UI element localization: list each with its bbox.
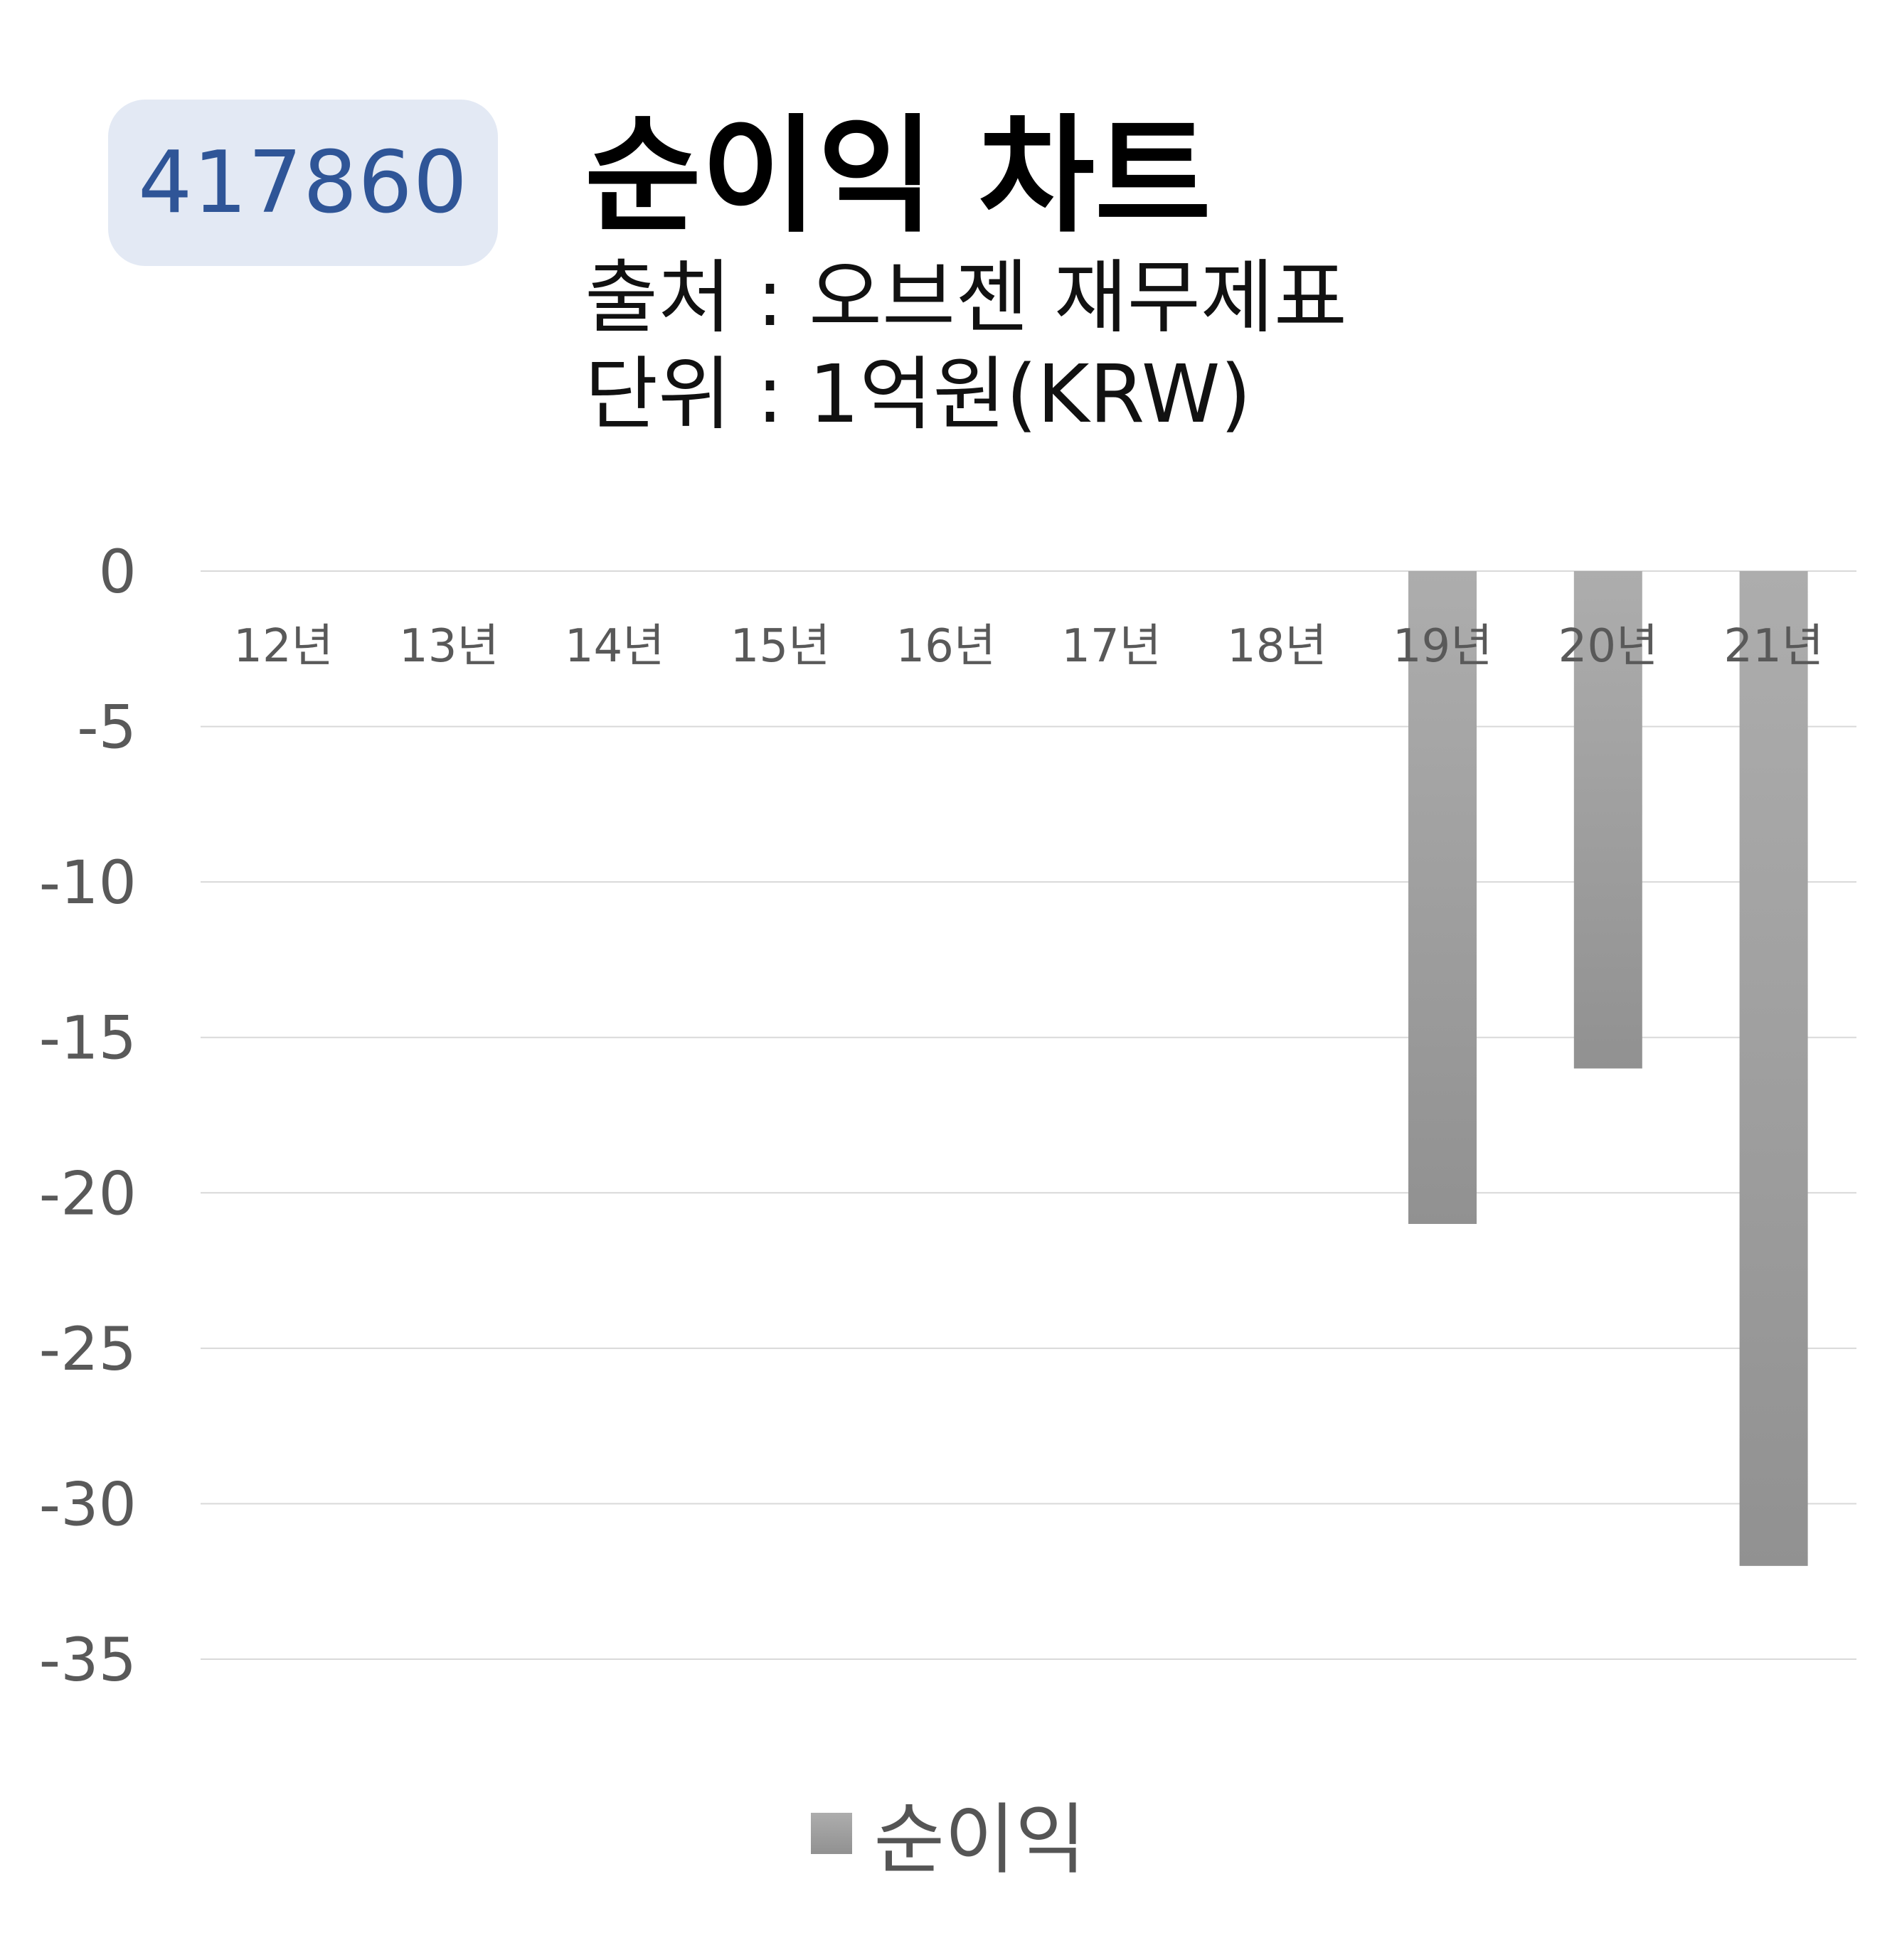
x-tick-label: 17년 [1061,620,1161,673]
stock-code-badge: 417860 [108,100,498,266]
y-tick-label: -20 [39,1159,137,1228]
x-tick-label: 20년 [1558,620,1658,673]
x-tick-label: 13년 [399,620,499,673]
y-axis-ticks: 0 -5 -10 -15 -20 -25 -30 -35 [39,537,137,1695]
source-text: 출처 : 오브젠 재무제표 [585,252,1347,344]
y-tick-label: -10 [39,848,137,917]
bar-20년 [1573,571,1642,1069]
y-tick-label: -25 [39,1314,137,1384]
x-axis-ticks: 12년 13년 14년 15년 16년 17년 18년 19년 20년 21년 [233,620,1824,673]
x-tick-label: 15년 [730,620,830,673]
legend-swatch [811,1813,853,1854]
x-tick-label: 14년 [565,620,664,673]
bar-21년 [1739,571,1808,1566]
x-tick-label: 16년 [896,620,995,673]
legend: 순이익 [0,1778,1897,1889]
x-tick-label: 19년 [1393,620,1492,673]
y-tick-label: -35 [39,1625,137,1695]
bars [1408,571,1808,1566]
y-tick-label: -5 [77,693,137,762]
chart-title: 순이익 차트 [585,102,1211,250]
gridlines [201,570,1856,1660]
legend-label: 순이익 [873,1796,1086,1885]
x-tick-label: 12년 [233,620,333,673]
x-tick-label: 21년 [1723,620,1823,673]
bar-19년 [1408,571,1477,1224]
y-tick-label: -30 [39,1469,137,1539]
unit-text: 단위 : 1억원(KRW) [585,348,1252,441]
y-tick-label: 0 [99,537,137,607]
y-tick-label: -15 [39,1003,137,1073]
x-tick-label: 18년 [1227,620,1327,673]
